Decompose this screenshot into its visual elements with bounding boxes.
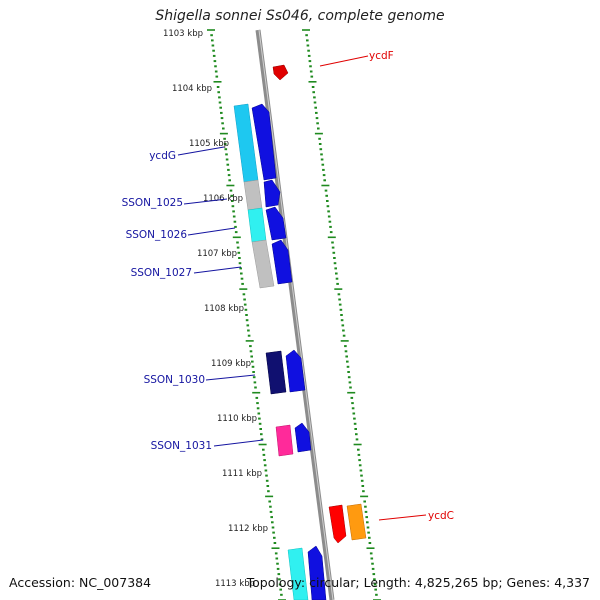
gene-label-lines xyxy=(177,55,427,521)
gene-label-ycdG[interactable]: ycdG xyxy=(149,150,176,162)
gene-SSON_1030-cds[interactable] xyxy=(265,350,287,395)
gene-SSON_1025-cds[interactable] xyxy=(243,179,263,211)
scale-label-1111: 1111 kbp xyxy=(222,469,262,479)
ycdG-leader xyxy=(177,146,225,156)
scale-label-1112: 1112 kbp xyxy=(228,524,268,534)
gene-bottom-cds[interactable] xyxy=(287,547,309,600)
gene-label-SSON_1025[interactable]: SSON_1025 xyxy=(122,197,183,209)
gene-features xyxy=(233,64,367,600)
gene-ycdC-arrow[interactable] xyxy=(328,504,347,544)
gene-ycdF-arrow[interactable] xyxy=(272,64,289,81)
ycdF-leader xyxy=(319,55,369,67)
gene-bottom-arrow[interactable] xyxy=(307,545,327,600)
SSON_1031-leader xyxy=(213,439,264,447)
SSON_1026-leader xyxy=(187,227,236,236)
gene-SSON_1026-cds[interactable] xyxy=(247,207,267,243)
scale-label-1113: 1113 kbp xyxy=(215,579,255,589)
scale-labels: 1103 kbp 1104 kbp 1105 kbp 1106 kbp 1107… xyxy=(163,29,268,589)
scale-label-1110: 1110 kbp xyxy=(217,414,257,424)
gene-SSON_1027-arrow[interactable] xyxy=(271,239,293,285)
genome-backbone-highlight xyxy=(258,29,334,600)
gene-SSON_1031-arrow[interactable] xyxy=(294,422,312,453)
SSON_1025-leader xyxy=(183,198,228,205)
gene-labels: ycdF ycdG SSON_1025 SSON_1026 SSON_1027 … xyxy=(122,50,454,522)
gene-ycdC-neighbor[interactable] xyxy=(346,503,367,541)
SSON_1030-leader xyxy=(205,374,256,381)
accession-text: Accession: NC_007384 xyxy=(9,575,152,590)
ycdC-leader xyxy=(378,514,427,521)
gene-label-SSON_1027[interactable]: SSON_1027 xyxy=(131,267,192,279)
scale-label-1108: 1108 kbp xyxy=(204,304,244,314)
topology-summary: Topology: circular; Length: 4,825,265 bp… xyxy=(246,575,590,590)
outer-scale-track xyxy=(302,29,381,600)
gene-label-SSON_1026[interactable]: SSON_1026 xyxy=(126,229,188,241)
gene-SSON_1031-cds[interactable] xyxy=(275,424,294,457)
gene-label-SSON_1031[interactable]: SSON_1031 xyxy=(151,440,212,452)
scale-label-1103: 1103 kbp xyxy=(163,29,203,39)
scale-label-1105: 1105 kbp xyxy=(189,139,229,149)
gene-ycdG-arrow[interactable] xyxy=(251,103,277,181)
scale-label-1109: 1109 kbp xyxy=(211,359,251,369)
gene-SSON_1030-arrow[interactable] xyxy=(285,349,306,393)
gene-label-ycdC[interactable]: ycdC xyxy=(428,510,454,522)
scale-label-1107: 1107 kbp xyxy=(197,249,237,259)
gene-SSON_1025-arrow[interactable] xyxy=(263,179,281,208)
inner-scale-track xyxy=(207,29,286,600)
map-title: Shigella sonnei Ss046, complete genome xyxy=(155,8,445,24)
gene-label-ycdF[interactable]: ycdF xyxy=(369,50,394,62)
gene-SSON_1026-arrow[interactable] xyxy=(265,206,287,241)
gene-SSON_1027-cds[interactable] xyxy=(251,239,275,289)
gene-label-SSON_1030[interactable]: SSON_1030 xyxy=(144,374,205,386)
scale-label-1104: 1104 kbp xyxy=(172,84,212,94)
SSON_1027-leader xyxy=(193,266,242,274)
